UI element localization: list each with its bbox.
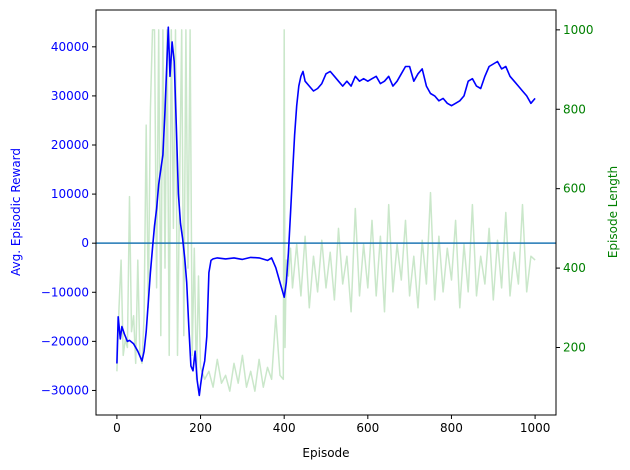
x-tick-label: 1000 (520, 421, 551, 435)
right-y-tick-label: 600 (563, 182, 586, 196)
plot-frame (95, 9, 557, 416)
left-y-axis-ticks: −30000 −20000 −10000 0 10000 20000 30000 40000 (41, 40, 96, 397)
left-y-tick-label: 20000 (51, 138, 89, 152)
x-tick-label: 400 (273, 421, 296, 435)
left-y-tick-label: 30000 (51, 89, 89, 103)
x-tick-label: 800 (440, 421, 463, 435)
left-y-tick-label: 40000 (51, 40, 89, 54)
x-tick-label: 200 (189, 421, 212, 435)
left-y-tick-label: −10000 (41, 285, 89, 299)
x-tick-label: 600 (356, 421, 379, 435)
x-axis-ticks: 0 200 400 600 800 1000 (113, 415, 550, 435)
left-y-tick-label: −30000 (41, 383, 89, 397)
right-y-tick-label: 1000 (563, 23, 594, 37)
left-y-tick-label: 0 (81, 236, 89, 250)
right-y-axis-ticks: 200 400 600 800 1000 (556, 23, 594, 355)
right-y-axis-title: Episode Length (606, 166, 620, 258)
left-y-tick-label: 10000 (51, 187, 89, 201)
right-y-tick-label: 800 (563, 102, 586, 116)
x-axis-title: Episode (302, 446, 349, 460)
reward-series-layer (116, 26, 536, 397)
left-y-tick-label: −20000 (41, 334, 89, 348)
plot-area (96, 26, 556, 397)
reward-line (116, 26, 536, 397)
episode-length-series-layer (116, 29, 536, 392)
x-tick-label: 0 (113, 421, 121, 435)
right-y-tick-label: 400 (563, 261, 586, 275)
episode-length-line (116, 29, 536, 392)
right-y-tick-label: 200 (563, 341, 586, 355)
left-y-axis-title: Avg. Episodic Reward (9, 148, 23, 276)
